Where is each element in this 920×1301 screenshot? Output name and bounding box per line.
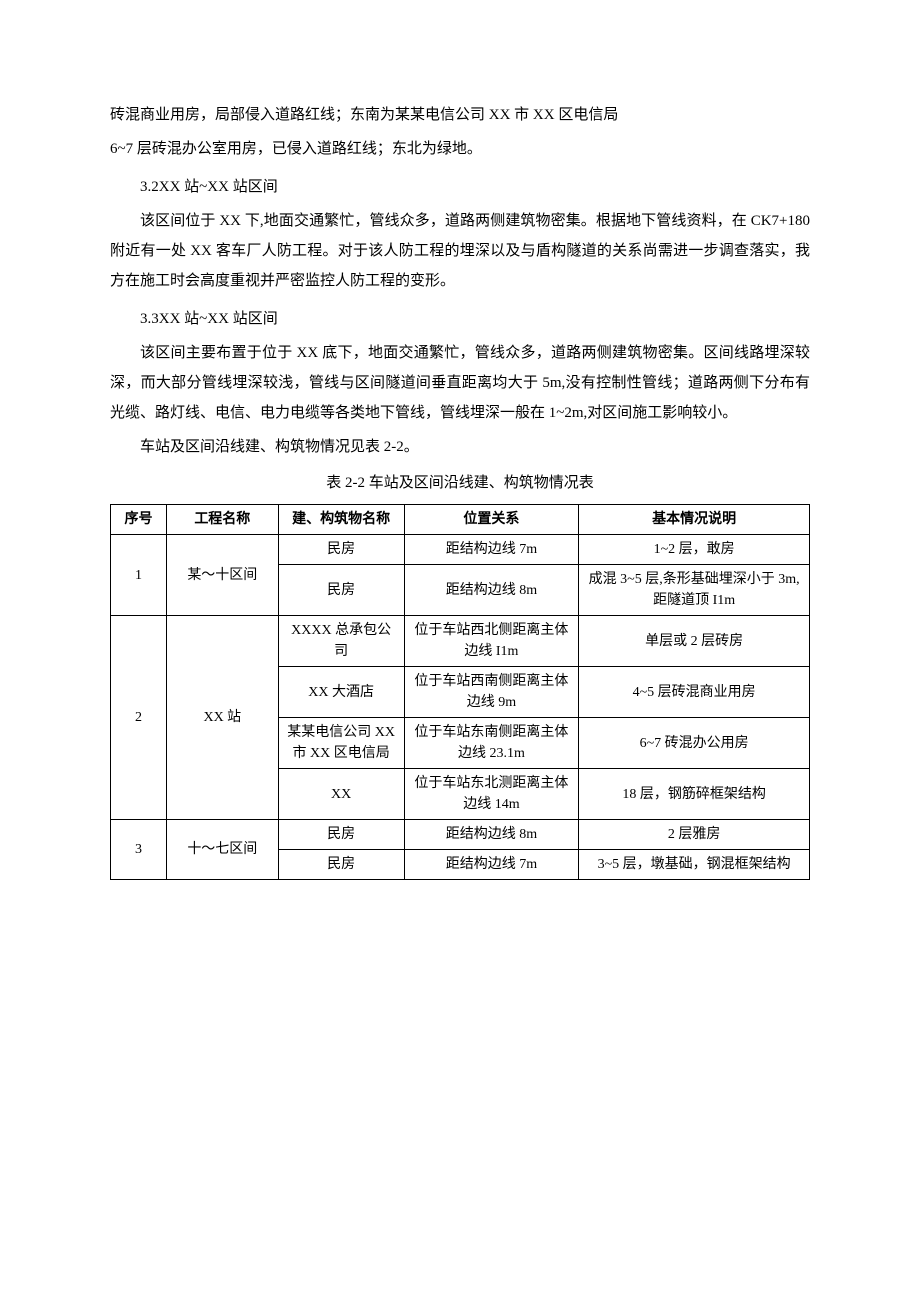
cell-description: 2 层雅房 [579,820,810,850]
table-row: 1 某～十区间 民房 距结构边线 7m 1~2 层，敢房 [111,535,810,565]
cell-project: 十～七区间 [166,820,278,880]
cell-description: 18 层，钢筋碎框架结构 [579,769,810,820]
body-paragraph: 砖混商业用房，局部侵入道路红线；东南为某某电信公司 XX 市 XX 区电信局 [110,100,810,130]
body-paragraph: 6~7 层砖混办公室用房，已侵入道路红线；东北为绿地。 [110,134,810,164]
cell-seq: 3 [111,820,167,880]
cell-position: 距结构边线 7m [404,535,579,565]
cell-seq: 1 [111,535,167,616]
cell-structure: XXXX 总承包公司 [278,616,404,667]
cell-description: 成混 3~5 层,条形基础埋深小于 3m,距隧道顶 I1m [579,565,810,616]
cell-position: 位于车站西南侧距离主体边线 9m [404,667,579,718]
cell-structure: 民房 [278,535,404,565]
structure-table: 序号 工程名称 建、构筑物名称 位置关系 基本情况说明 1 某～十区间 民房 距… [110,504,810,880]
cell-position: 距结构边线 8m [404,820,579,850]
cell-position: 位于车站西北侧距离主体边线 I1m [404,616,579,667]
cell-structure: XX 大酒店 [278,667,404,718]
cell-seq: 2 [111,616,167,820]
cell-position: 位于车站东南侧距离主体边线 23.1m [404,718,579,769]
cell-structure: 民房 [278,850,404,880]
cell-structure: 民房 [278,565,404,616]
col-header-seq: 序号 [111,505,167,535]
cell-position: 位于车站东北测距离主体边线 14m [404,769,579,820]
cell-structure: XX [278,769,404,820]
cell-description: 单层或 2 层砖房 [579,616,810,667]
cell-description: 6~7 砖混办公用房 [579,718,810,769]
cell-description: 4~5 层砖混商业用房 [579,667,810,718]
cell-position: 距结构边线 7m [404,850,579,880]
col-header-project: 工程名称 [166,505,278,535]
table-row: 3 十～七区间 民房 距结构边线 8m 2 层雅房 [111,820,810,850]
section-heading: 3.3XX 站~XX 站区间 [110,304,810,334]
body-paragraph: 该区间主要布置于位于 XX 底下，地面交通繁忙，管线众多，道路两侧建筑物密集。区… [110,338,810,428]
cell-description: 1~2 层，敢房 [579,535,810,565]
section-heading: 3.2XX 站~XX 站区间 [110,172,810,202]
cell-project: XX 站 [166,616,278,820]
table-header-row: 序号 工程名称 建、构筑物名称 位置关系 基本情况说明 [111,505,810,535]
col-header-description: 基本情况说明 [579,505,810,535]
table-row: 2 XX 站 XXXX 总承包公司 位于车站西北侧距离主体边线 I1m 单层或 … [111,616,810,667]
body-paragraph: 车站及区间沿线建、构筑物情况见表 2-2。 [110,432,810,462]
cell-structure: 某某电信公司 XX 市 XX 区电信局 [278,718,404,769]
cell-project: 某～十区间 [166,535,278,616]
cell-structure: 民房 [278,820,404,850]
col-header-position: 位置关系 [404,505,579,535]
cell-description: 3~5 层，墩基础，钢混框架结构 [579,850,810,880]
cell-position: 距结构边线 8m [404,565,579,616]
col-header-structure: 建、构筑物名称 [278,505,404,535]
body-paragraph: 该区间位于 XX 下,地面交通繁忙，管线众多，道路两侧建筑物密集。根据地下管线资… [110,206,810,296]
table-caption: 表 2-2 车站及区间沿线建、构筑物情况表 [110,468,810,498]
